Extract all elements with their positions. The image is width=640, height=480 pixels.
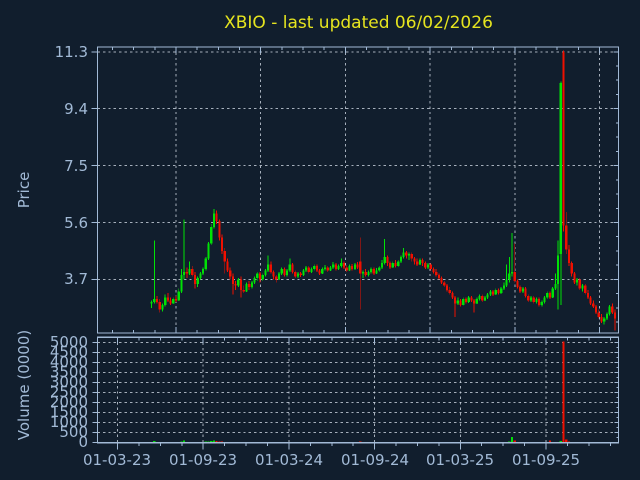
x-tick-label: 01-03-23 — [82, 451, 152, 469]
x-tick-label: 01-09-23 — [168, 451, 238, 469]
price-tick-label: 5.6 — [64, 213, 88, 232]
volume-tick-label: 3000 — [49, 372, 88, 391]
x-tick-label: 01-03-24 — [254, 451, 324, 469]
price-tick-label: 7.5 — [64, 156, 88, 175]
price-axis-label: Price — [15, 171, 33, 209]
x-tick-label: 01-09-25 — [511, 451, 581, 469]
price-tick-label: 9.4 — [64, 99, 88, 118]
price-tick-label: 11.3 — [54, 42, 88, 61]
volume-tick-label: 2500 — [49, 383, 88, 401]
chart-title: XBIO - last updated 06/02/2026 — [224, 13, 493, 33]
volume-tick-label: 0 — [78, 433, 88, 452]
volume-tick-label: 1500 — [49, 403, 88, 422]
x-tick-label: 01-09-24 — [340, 451, 410, 469]
volume-tick-label: 4500 — [49, 342, 88, 361]
volume-tick-label: 4000 — [49, 352, 88, 371]
volume-tick-label: 1000 — [49, 413, 88, 432]
volume-tick-label: 500 — [59, 423, 88, 442]
volume-tick-label: 2000 — [49, 393, 88, 411]
price-tick-label: 3.7 — [64, 270, 88, 289]
volume-tick-label: 3500 — [49, 362, 88, 381]
volume-tick-label: 5000 — [49, 332, 88, 351]
x-tick-label: 01-03-25 — [425, 451, 495, 469]
